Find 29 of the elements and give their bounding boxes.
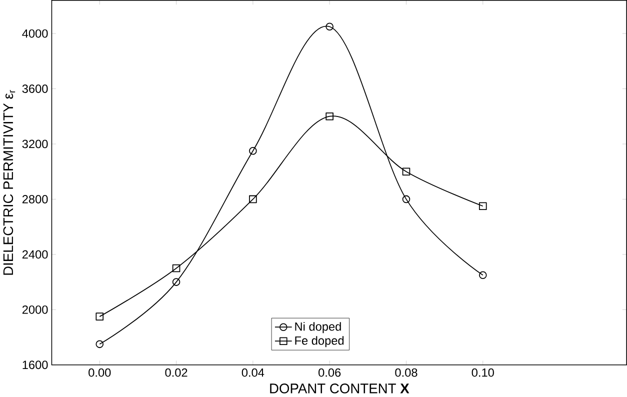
x-tick-label: 0.02: [165, 368, 188, 377]
point: [326, 22, 334, 31]
point: [172, 264, 180, 272]
legend-label: Ni doped: [295, 322, 341, 334]
point: [478, 271, 487, 280]
point: [96, 312, 104, 321]
point: [172, 278, 180, 286]
legend-label: Fe doped: [295, 336, 344, 348]
y-tick-label: 4000: [22, 30, 48, 38]
x-tick-label: 0.10: [472, 368, 494, 377]
x-tick-label: 0.04: [242, 368, 264, 377]
point: [402, 195, 410, 204]
x-tick-label: 0.00: [88, 368, 111, 377]
point: [478, 202, 487, 210]
point: [326, 112, 334, 120]
point: [402, 168, 410, 176]
x-axis-title: DOPANT CONTENT X: [270, 384, 410, 394]
y-tick-label: 2000: [22, 306, 48, 314]
point: [249, 147, 257, 155]
point: [249, 195, 257, 204]
y-axis-title: DIELECTRIC PERMITIVITY ε$_{r}$: [3, 90, 16, 275]
y-tick-label: 2400: [22, 250, 48, 259]
x-tick-label: 0.08: [395, 368, 418, 377]
point: [96, 340, 104, 348]
y-tick-label: 1600: [22, 360, 48, 370]
x-tick-label: 0.06: [318, 368, 341, 377]
y-tick-label: 3200: [22, 140, 48, 148]
y-tick-label: 3600: [22, 84, 48, 94]
y-tick-label: 2800: [22, 195, 48, 204]
